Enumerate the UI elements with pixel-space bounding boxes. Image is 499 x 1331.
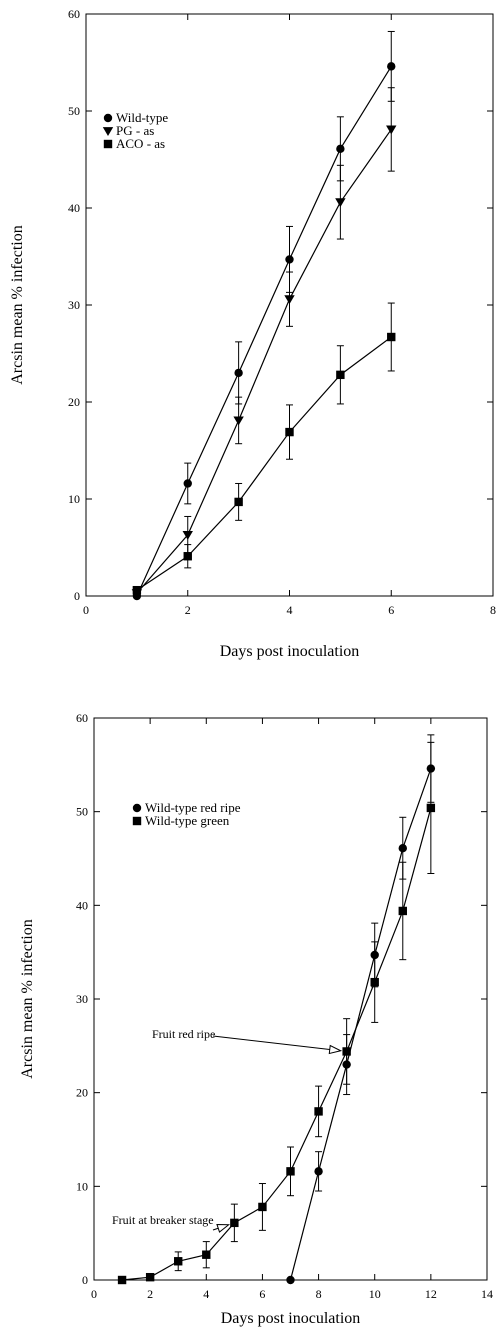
- data-point: [398, 843, 407, 853]
- y-tick-label: 0: [82, 1273, 88, 1287]
- x-tick-label: 10: [369, 1287, 381, 1301]
- series-square: [132, 302, 396, 595]
- x-tick-label: 12: [425, 1287, 437, 1301]
- legend-marker: [132, 803, 142, 813]
- data-point: [286, 1167, 295, 1176]
- legend-label: ACO - as: [116, 136, 165, 151]
- data-point: [342, 1047, 351, 1056]
- y-tick-label: 60: [68, 7, 80, 21]
- x-tick-label: 8: [490, 603, 496, 617]
- x-axis-label: Days post inoculation: [220, 643, 360, 660]
- annotation: Fruit at breaker stage: [112, 1213, 231, 1233]
- data-point: [258, 1202, 267, 1212]
- y-tick-label: 10: [76, 1179, 88, 1193]
- data-point: [387, 332, 396, 342]
- series-triangle-down: [131, 87, 397, 599]
- data-point: [286, 1275, 295, 1285]
- x-tick-label: 4: [287, 603, 293, 617]
- data-point: [370, 977, 379, 987]
- data-point: [183, 552, 192, 561]
- data-point: [234, 497, 243, 507]
- y-tick-label: 20: [76, 1086, 88, 1100]
- legend-marker: [103, 113, 113, 123]
- data-point: [335, 198, 346, 208]
- data-point: [230, 1218, 239, 1228]
- data-point: [387, 62, 396, 71]
- y-tick-label: 0: [74, 589, 80, 603]
- data-point: [233, 416, 244, 426]
- y-tick-label: 40: [76, 898, 88, 912]
- annotation: Fruit red ripe: [152, 1027, 343, 1055]
- data-point: [285, 255, 294, 264]
- data-point: [314, 1107, 323, 1116]
- data-point: [182, 530, 193, 540]
- data-point: [132, 585, 142, 595]
- series-line: [136, 336, 392, 591]
- series-circle: [132, 30, 396, 601]
- y-axis-label: Arcsin mean % infection: [19, 919, 36, 1079]
- y-tick-label: 30: [68, 298, 80, 312]
- data-point: [117, 1275, 127, 1285]
- y-tick-label: 20: [68, 395, 80, 409]
- x-tick-label: 6: [388, 603, 394, 617]
- legend-label: Wild-type green: [145, 813, 230, 828]
- series-circle: [286, 734, 436, 1285]
- data-point: [174, 1257, 183, 1266]
- y-tick-label: 50: [76, 805, 88, 819]
- data-point: [284, 295, 295, 305]
- y-tick-label: 60: [76, 711, 88, 725]
- data-point: [426, 803, 436, 813]
- x-tick-label: 14: [481, 1287, 493, 1301]
- data-point: [398, 906, 407, 916]
- data-point: [314, 1167, 323, 1176]
- annotation-arrow-head: [216, 1223, 231, 1233]
- x-axis-label: Days post inoculation: [221, 1310, 361, 1327]
- series-line: [122, 807, 432, 1281]
- data-point: [285, 427, 294, 437]
- y-axis-label: Arcsin mean % infection: [9, 225, 26, 385]
- legend-marker: [132, 816, 142, 826]
- annotation-arrow-line: [212, 1227, 219, 1231]
- data-point: [336, 144, 345, 154]
- x-tick-label: 2: [185, 603, 191, 617]
- legend-label: Wild-type red ripe: [145, 800, 241, 815]
- y-tick-label: 30: [76, 992, 88, 1006]
- data-point: [145, 1272, 155, 1282]
- chart-panel-2: 0 10 20 30 40 50 60 0 2 4 6 8 10 12 14 Days post inocul…: [19, 711, 493, 1327]
- y-tick-label: 40: [68, 201, 80, 215]
- data-point: [336, 370, 345, 380]
- legend-marker: [102, 127, 114, 136]
- legend-label: PG - as: [116, 123, 154, 138]
- data-point: [386, 125, 397, 135]
- legend-marker: [103, 139, 113, 149]
- series-square: [117, 741, 436, 1285]
- series-line: [136, 129, 392, 594]
- data-point: [202, 1250, 211, 1259]
- series-line: [289, 768, 432, 1281]
- x-tick-label: 6: [259, 1287, 265, 1301]
- x-tick-label: 8: [316, 1287, 322, 1301]
- x-tick-label: 0: [83, 603, 89, 617]
- annotation-label: Fruit red ripe: [152, 1027, 215, 1041]
- chart-panel-1: 0 10 20 30 40 50 60 0 2 4 6 8 Days post inoculation A…: [9, 7, 496, 660]
- annotation-arrow-line: [212, 1035, 330, 1050]
- annotation-label: Fruit at breaker stage: [112, 1213, 214, 1227]
- y-tick-label: 10: [68, 492, 80, 506]
- x-tick-label: 0: [91, 1287, 97, 1301]
- annotation-arrow-head: [328, 1044, 343, 1055]
- y-tick-label: 50: [68, 104, 80, 118]
- x-tick-label: 2: [147, 1287, 153, 1301]
- series-line: [136, 66, 392, 597]
- data-point: [234, 368, 243, 378]
- legend-label: Wild-type: [116, 110, 168, 125]
- data-point: [183, 479, 192, 488]
- x-tick-label: 4: [203, 1287, 209, 1301]
